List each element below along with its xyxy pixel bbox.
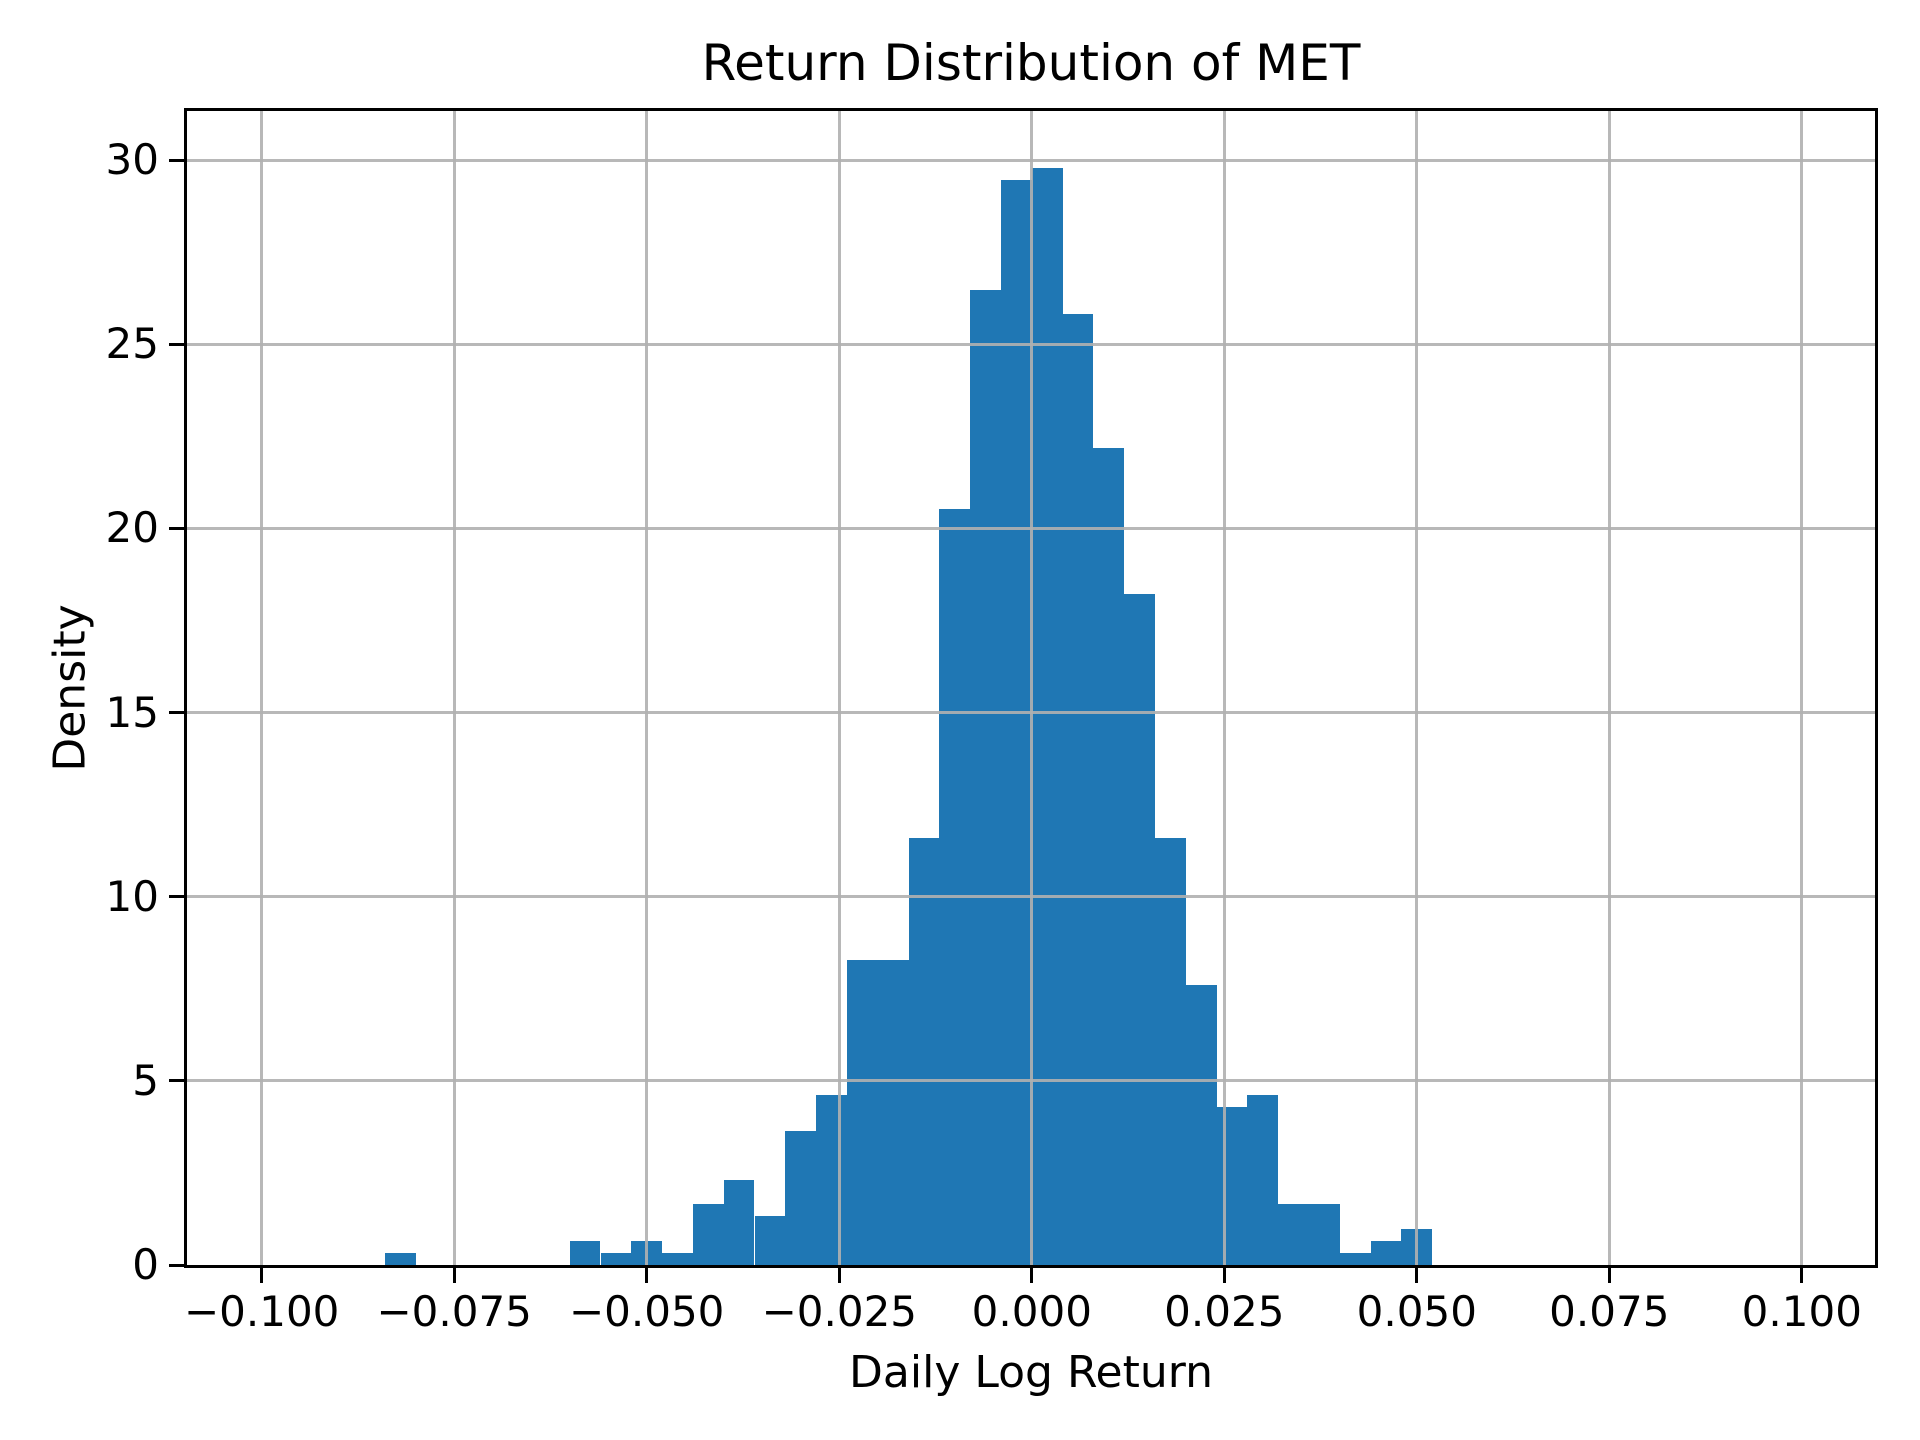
histogram-bar bbox=[723, 1179, 755, 1265]
y-tick bbox=[169, 895, 184, 899]
x-tick bbox=[452, 1268, 456, 1283]
histogram-bar bbox=[1247, 1094, 1279, 1265]
x-tick bbox=[1415, 1268, 1419, 1283]
x-tick bbox=[1030, 1268, 1034, 1283]
x-tick bbox=[837, 1268, 841, 1283]
x-gridline bbox=[837, 111, 841, 1265]
histogram-bar bbox=[1185, 984, 1217, 1265]
y-tick bbox=[169, 158, 184, 162]
x-gridline bbox=[1415, 111, 1419, 1265]
histogram-bar bbox=[877, 960, 909, 1265]
y-tick bbox=[169, 342, 184, 346]
x-gridline bbox=[1030, 111, 1034, 1265]
histogram-bar bbox=[569, 1240, 601, 1265]
histogram-bar bbox=[1216, 1106, 1248, 1265]
y-tick-label: 0 bbox=[132, 1240, 159, 1289]
x-tick-label: 0.075 bbox=[1549, 1287, 1670, 1336]
x-gridline bbox=[645, 111, 649, 1265]
x-tick bbox=[1800, 1268, 1804, 1283]
y-tick bbox=[169, 1079, 184, 1083]
x-tick bbox=[1222, 1268, 1226, 1283]
y-tick-label: 15 bbox=[105, 687, 159, 737]
histogram-bar bbox=[1370, 1240, 1402, 1265]
x-axis-label: Daily Log Return bbox=[849, 1347, 1213, 1398]
x-gridline bbox=[452, 111, 456, 1265]
histogram-bar bbox=[662, 1252, 693, 1265]
x-gridline bbox=[1222, 111, 1226, 1265]
histogram-bar bbox=[1124, 594, 1155, 1265]
histogram-bar bbox=[1093, 448, 1125, 1265]
histogram-bar bbox=[692, 1203, 724, 1265]
histogram-bar bbox=[939, 509, 971, 1265]
histogram-bar bbox=[908, 838, 940, 1265]
x-tick-label: −0.025 bbox=[761, 1287, 918, 1336]
x-tick-label: 0.000 bbox=[971, 1287, 1092, 1336]
y-gridline bbox=[187, 342, 1875, 346]
y-gridline bbox=[187, 895, 1875, 899]
x-gridline bbox=[1607, 111, 1611, 1265]
chart-title: Return Distribution of MET bbox=[701, 34, 1361, 92]
histogram-bar bbox=[384, 1252, 416, 1265]
histogram-bar bbox=[970, 289, 1001, 1265]
x-gridline bbox=[260, 111, 264, 1265]
histogram-bar bbox=[1339, 1252, 1371, 1265]
x-gridline bbox=[1800, 111, 1804, 1265]
histogram-bar bbox=[816, 1094, 847, 1265]
histogram-bar bbox=[1155, 838, 1186, 1265]
x-tick-label: 0.025 bbox=[1164, 1287, 1285, 1336]
y-gridline bbox=[187, 526, 1875, 530]
x-tick bbox=[645, 1268, 649, 1283]
y-tick bbox=[169, 1263, 184, 1267]
y-gridline bbox=[187, 158, 1875, 162]
y-tick bbox=[169, 526, 184, 530]
y-tick-label: 25 bbox=[105, 319, 159, 369]
y-tick-label: 30 bbox=[105, 135, 159, 184]
histogram-bar bbox=[1031, 167, 1063, 1265]
histogram-bar bbox=[847, 960, 878, 1265]
y-tick-label: 10 bbox=[105, 871, 159, 921]
histogram-bar bbox=[1062, 314, 1094, 1265]
x-tick-label: 0.100 bbox=[1741, 1287, 1862, 1336]
y-tick bbox=[169, 711, 184, 714]
histogram-bar bbox=[1001, 179, 1032, 1265]
histogram-bar bbox=[1309, 1203, 1340, 1265]
y-axis-label: Density bbox=[44, 604, 96, 772]
histogram-bar bbox=[785, 1130, 817, 1265]
y-gridline bbox=[187, 1079, 1875, 1083]
x-tick-label: −0.075 bbox=[376, 1287, 532, 1336]
y-tick-label: 5 bbox=[132, 1055, 159, 1105]
x-tick-label: −0.100 bbox=[183, 1287, 340, 1336]
x-tick bbox=[260, 1268, 264, 1283]
histogram-bar bbox=[754, 1216, 786, 1265]
x-tick bbox=[1607, 1268, 1611, 1283]
histogram-bar bbox=[600, 1252, 632, 1265]
y-gridline bbox=[187, 711, 1875, 714]
x-tick-label: −0.050 bbox=[568, 1287, 725, 1336]
y-tick-label: 20 bbox=[105, 503, 159, 553]
plot-area bbox=[187, 111, 1875, 1265]
x-tick-label: 0.050 bbox=[1356, 1287, 1477, 1336]
histogram-bar bbox=[1278, 1203, 1309, 1265]
